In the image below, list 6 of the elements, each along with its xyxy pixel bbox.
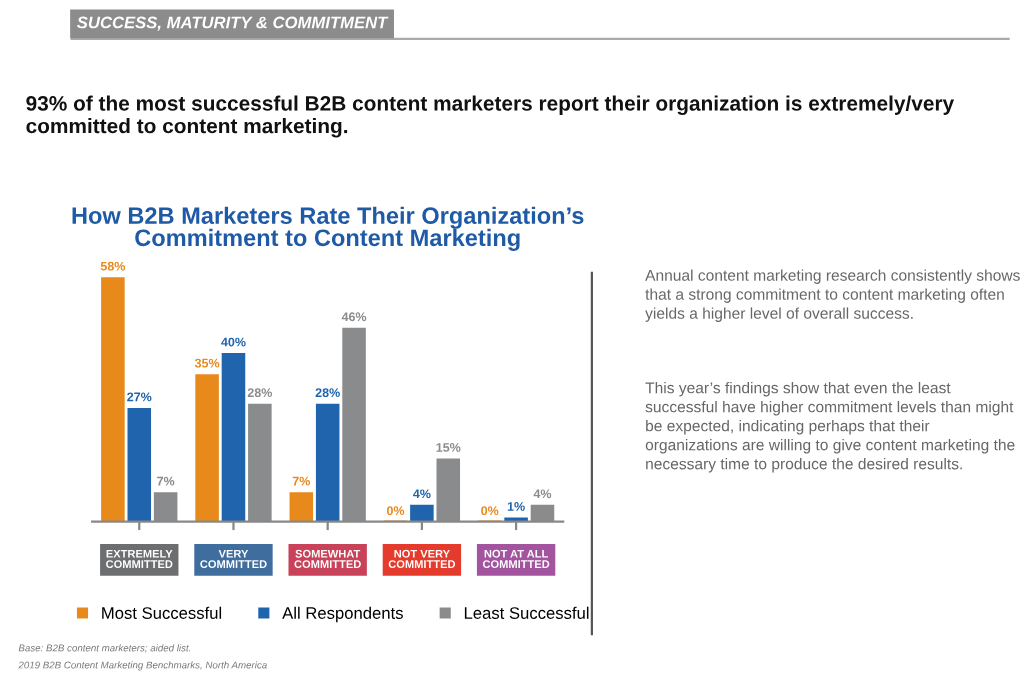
legend-label: Least Successful [464, 606, 589, 619]
legend-label: Most Successful [102, 606, 222, 619]
chart-subtitle: 93% of the most successful B2B content marketers report their organization is extremely/very committed to content marketing. [26, 95, 955, 138]
legend-label: All Respondents [282, 606, 403, 623]
text: SUCCESS, MATURITY & COMMITMENT [77, 16, 389, 31]
chart-title: How B2B Marketers Rate Their Organization’s Commitment to Content Marketing [72, 206, 584, 251]
